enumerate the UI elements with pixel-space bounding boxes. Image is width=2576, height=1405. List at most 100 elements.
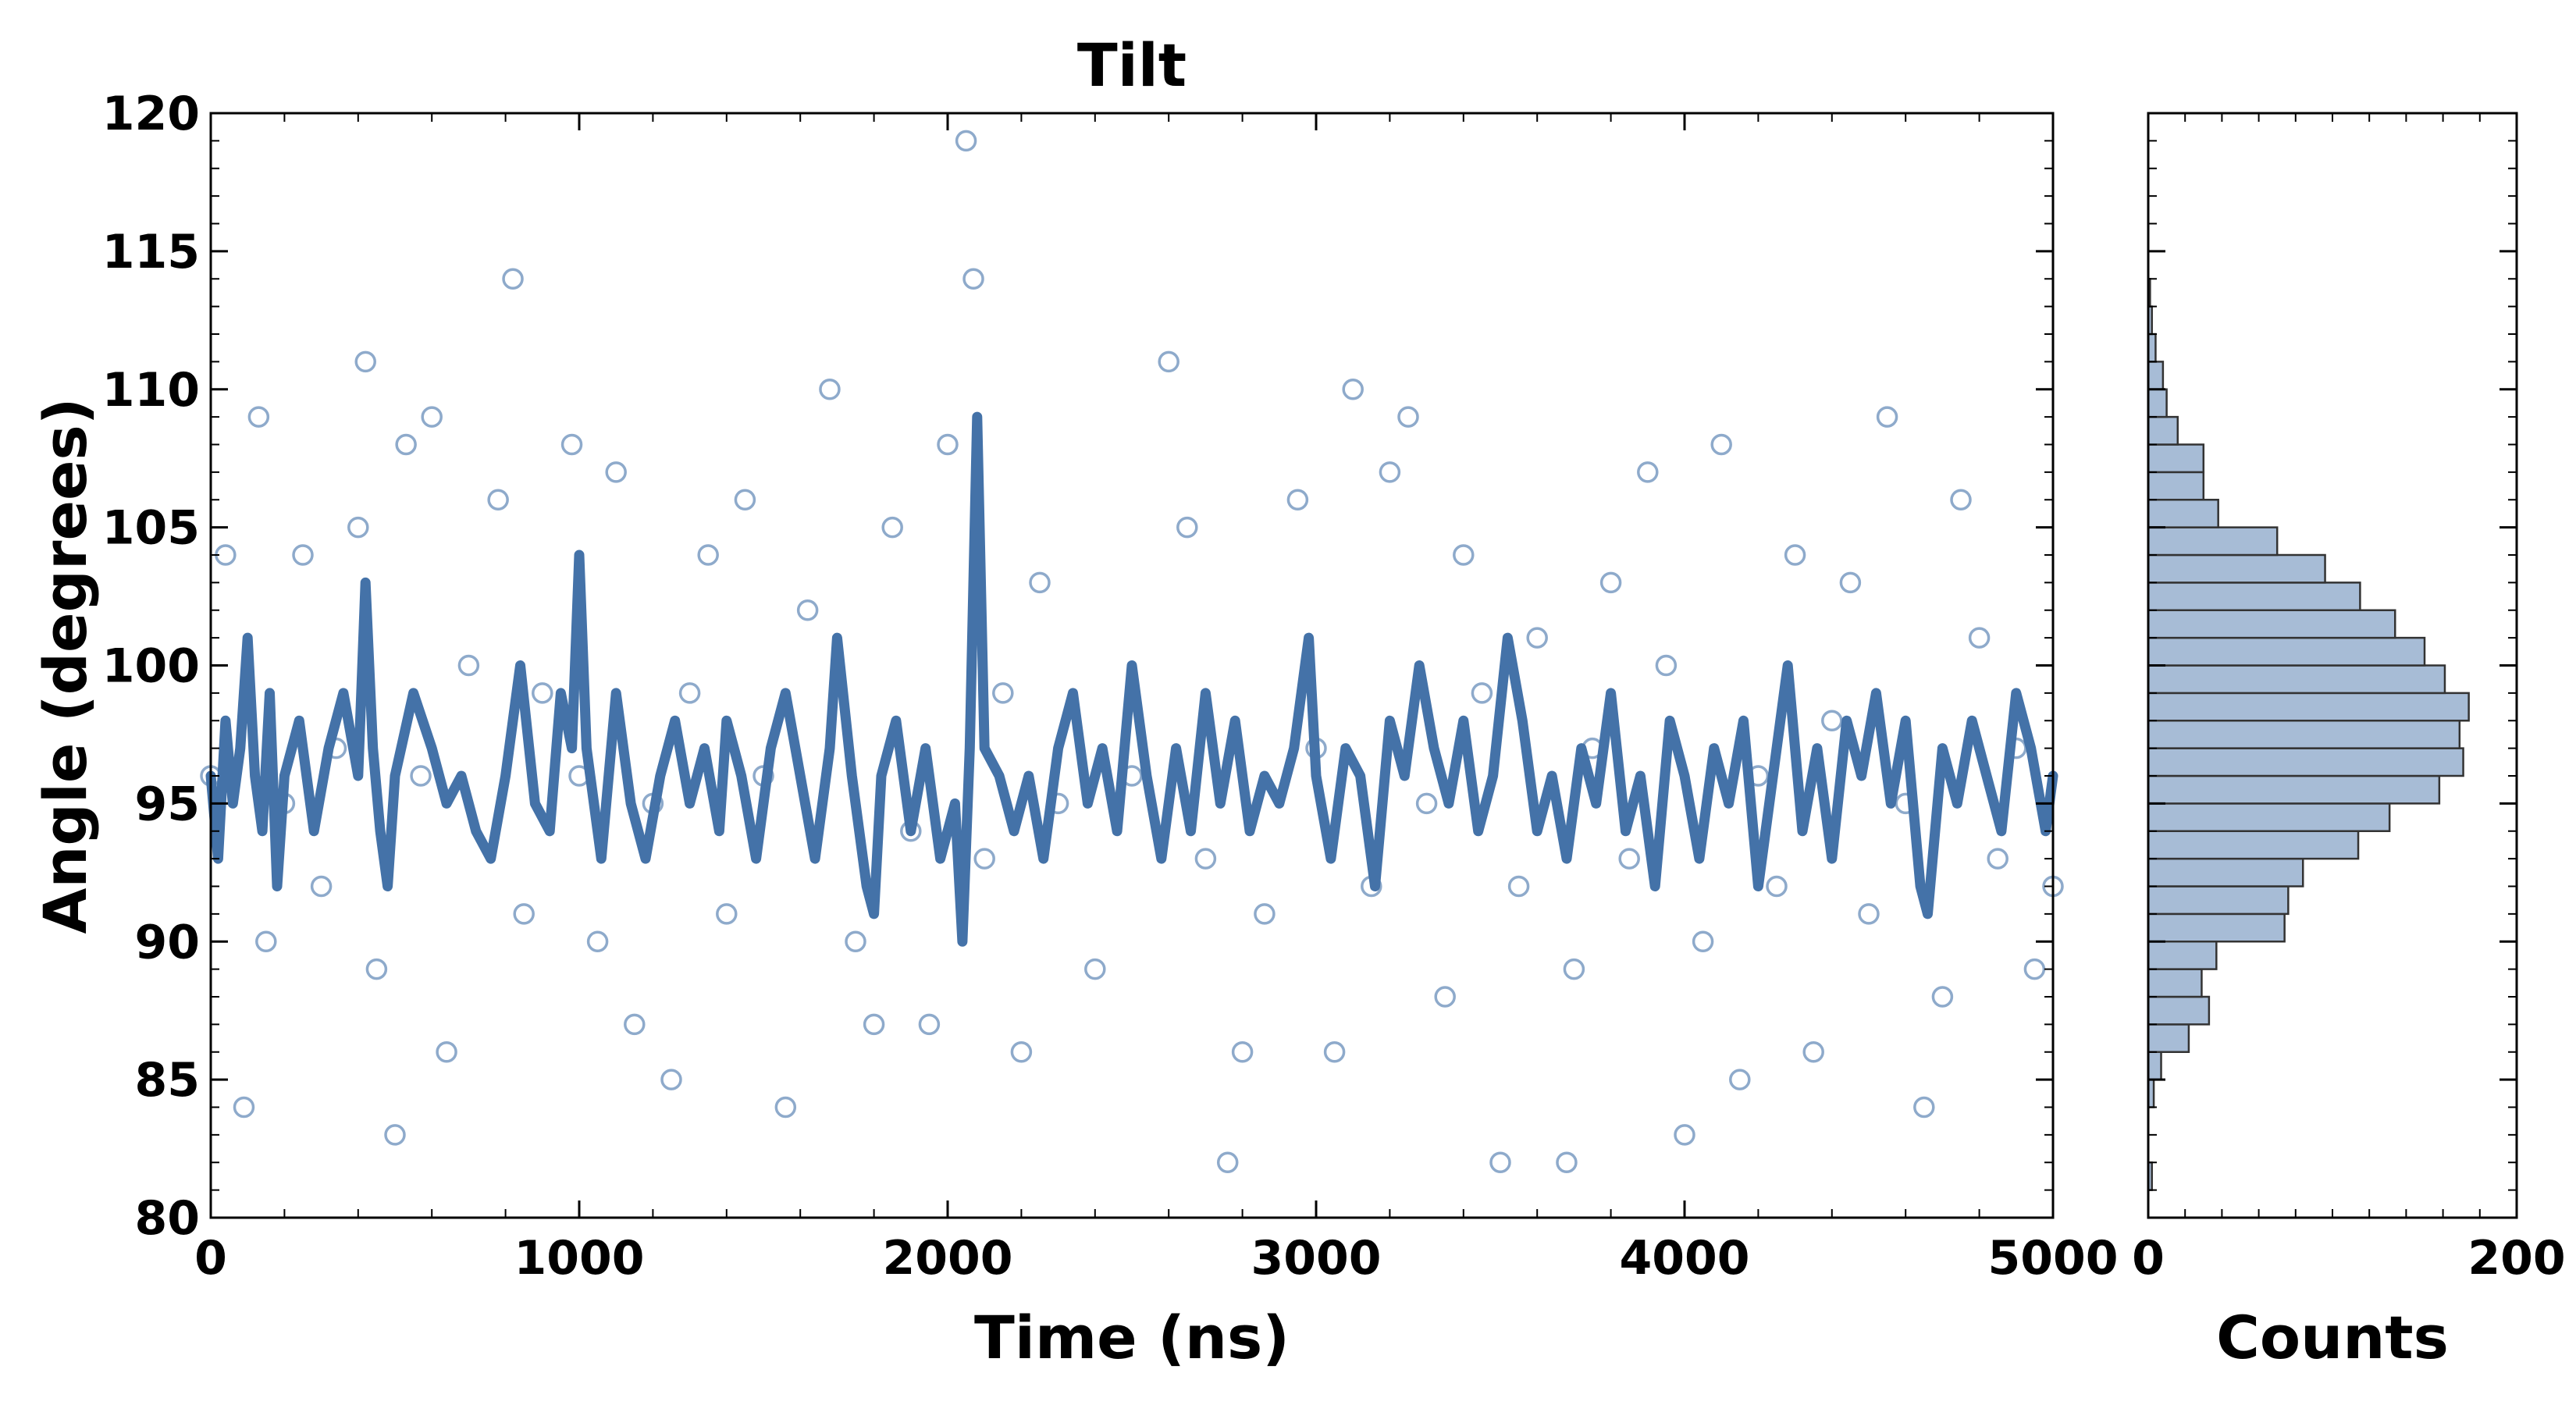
y-tick-label: 80 xyxy=(135,1191,201,1246)
histogram-bar xyxy=(2147,912,2286,943)
histogram-bar xyxy=(2147,415,2179,446)
scatter-point xyxy=(1216,1151,1239,1173)
main-plot-frame xyxy=(209,112,2055,1219)
scatter-point xyxy=(1434,986,1456,1008)
scatter-point xyxy=(1176,516,1198,539)
scatter-point xyxy=(1323,1041,1346,1063)
histogram-x-label: Counts xyxy=(2216,1303,2449,1372)
scatter-point xyxy=(384,1124,406,1146)
scatter-point xyxy=(1802,1041,1824,1063)
scatter-point xyxy=(1618,848,1640,870)
scatter-point xyxy=(1029,571,1051,594)
histogram-bar xyxy=(2147,361,2165,390)
scatter-point xyxy=(1526,627,1548,649)
x-axis-label: Time (ns) xyxy=(974,1303,1290,1372)
scatter-point xyxy=(734,489,756,510)
histogram-bar xyxy=(2147,941,2218,970)
scatter-point xyxy=(410,765,432,787)
scatter-point xyxy=(247,406,270,428)
scatter-point xyxy=(1231,1041,1254,1063)
scatter-point xyxy=(716,903,738,925)
main-axis-ticks: 0 1000 2000 3000 4000 5000 80 85 90 95 100 105 110 11… xyxy=(102,87,2119,1286)
scatter-point xyxy=(605,461,627,483)
histogram-bar xyxy=(2147,802,2391,832)
y-tick-label: 95 xyxy=(135,777,201,831)
scatter-point xyxy=(1950,489,1972,510)
histogram-bar xyxy=(2147,747,2464,777)
scatter-point xyxy=(1655,654,1678,677)
scatter-point xyxy=(697,544,719,566)
scatter-point xyxy=(1010,1041,1033,1063)
scatter-point xyxy=(1084,958,1106,980)
scatter-point xyxy=(1674,1124,1695,1146)
scatter-point xyxy=(354,350,376,373)
scatter-point xyxy=(1471,682,1493,704)
y-tick-label: 85 xyxy=(135,1053,201,1108)
scatter-points xyxy=(200,130,2064,1173)
scatter-point xyxy=(1968,627,1991,649)
scatter-point xyxy=(1563,958,1585,980)
scatter-point xyxy=(395,433,417,456)
histogram-bar xyxy=(2147,720,2461,749)
scatter-point xyxy=(678,682,701,704)
histogram-bar xyxy=(2147,692,2470,722)
histogram-bars xyxy=(2147,278,2470,1191)
scatter-point xyxy=(1158,350,1179,373)
histogram-bar xyxy=(2147,526,2279,557)
scatter-point xyxy=(992,682,1014,704)
histogram-bar xyxy=(2147,968,2203,998)
scatter-point xyxy=(1637,461,1659,483)
scatter-point xyxy=(1913,1096,1935,1119)
histogram-bar xyxy=(2147,471,2205,501)
histogram-axis-ticks: 0 200 xyxy=(2132,112,2566,1286)
scatter-point xyxy=(457,654,480,677)
scatter-point xyxy=(1766,875,1788,898)
chart-title: Tilt xyxy=(1077,30,1187,100)
scatter-point xyxy=(863,1013,885,1036)
scatter-point xyxy=(1784,544,1806,566)
scatter-point xyxy=(1379,461,1401,483)
scatter-point xyxy=(881,516,903,539)
scatter-point xyxy=(233,1096,255,1119)
x-tick-label: 5000 xyxy=(1988,1231,2119,1286)
scatter-point xyxy=(502,268,524,290)
hist-x-tick-label: 0 xyxy=(2132,1231,2165,1286)
scatter-point xyxy=(1729,1069,1751,1090)
scatter-point xyxy=(962,268,984,290)
scatter-point xyxy=(560,433,583,456)
scatter-point xyxy=(937,433,959,456)
histogram-frame xyxy=(2147,112,2518,1219)
histogram-bar xyxy=(2147,995,2211,1026)
scatter-point xyxy=(1987,848,2008,870)
scatter-point xyxy=(1692,930,1714,952)
histogram-bar xyxy=(2147,857,2304,887)
histogram-bar xyxy=(2147,582,2361,611)
y-tick-label: 100 xyxy=(102,639,200,694)
scatter-point xyxy=(310,875,333,898)
histogram-bar xyxy=(2147,388,2168,418)
scatter-point xyxy=(1858,903,1880,925)
scatter-point xyxy=(2023,958,2046,980)
scatter-point xyxy=(436,1041,457,1063)
scatter-point xyxy=(1710,433,1732,456)
hist-x-tick-label: 200 xyxy=(2467,1231,2565,1286)
scatter-point xyxy=(955,130,977,152)
scatter-point xyxy=(421,406,443,428)
scatter-point xyxy=(973,848,995,870)
histogram-bar xyxy=(2147,664,2446,695)
scatter-point xyxy=(1839,571,1862,594)
scatter-point xyxy=(513,903,535,925)
scatter-point xyxy=(660,1069,682,1090)
histogram-bar xyxy=(2147,553,2326,584)
scatter-point xyxy=(255,930,277,952)
smoothed-line xyxy=(205,411,2058,947)
scatter-point xyxy=(1599,571,1622,594)
histogram-bar xyxy=(2147,609,2396,639)
y-tick-label: 115 xyxy=(102,225,200,279)
scatter-point xyxy=(1286,489,1309,510)
scatter-point xyxy=(845,930,866,952)
x-tick-label: 3000 xyxy=(1251,1231,1382,1286)
histogram-bar xyxy=(2147,443,2205,474)
y-tick-label: 110 xyxy=(102,363,200,418)
